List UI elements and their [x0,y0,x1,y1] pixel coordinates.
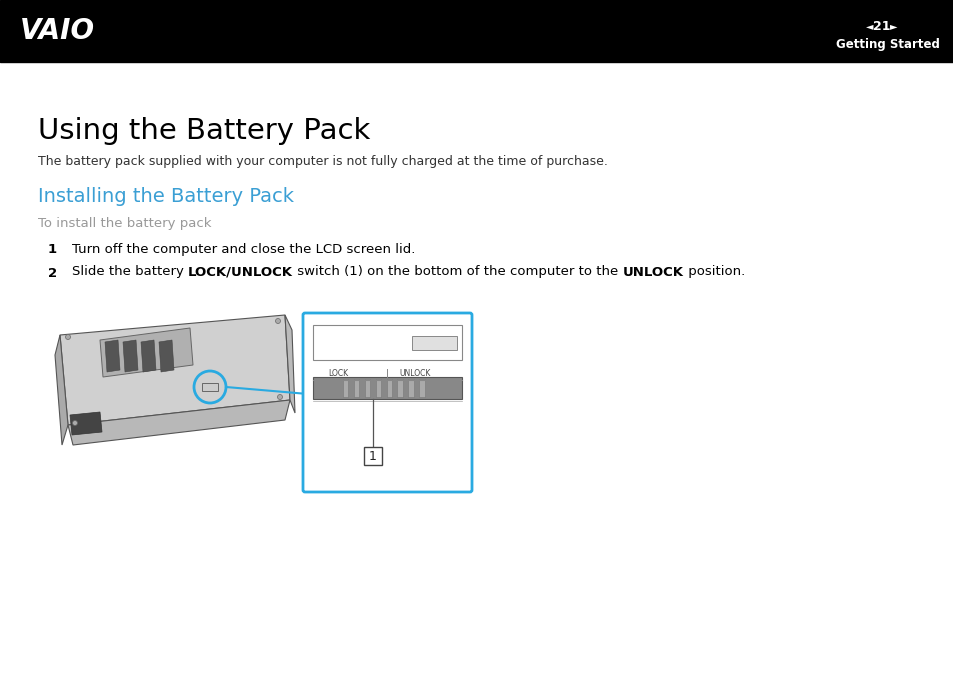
FancyBboxPatch shape [303,313,472,492]
Circle shape [275,319,280,324]
Text: To install the battery pack: To install the battery pack [38,217,212,230]
Bar [313,325,461,360]
Bar [364,379,370,397]
Polygon shape [68,400,290,445]
Text: ◄: ◄ [865,21,873,31]
Bar [342,379,348,397]
Text: 21: 21 [872,20,890,32]
Text: position.: position. [683,266,744,278]
Text: switch (1) on the bottom of the computer to the: switch (1) on the bottom of the computer… [293,266,622,278]
Text: LOCK: LOCK [328,369,348,379]
Bar [363,447,381,465]
Bar [408,379,414,397]
Bar [0,0,953,62]
Text: ►: ► [889,21,897,31]
Circle shape [66,334,71,340]
Text: Turn off the computer and close the LCD screen lid.: Turn off the computer and close the LCD … [71,243,415,256]
Text: UNLOCK: UNLOCK [622,266,683,278]
Bar [354,379,359,397]
Text: 1: 1 [48,243,57,256]
Bar [202,383,218,391]
Circle shape [72,421,77,425]
Bar [419,379,424,397]
Text: The battery pack supplied with your computer is not fully charged at the time of: The battery pack supplied with your comp… [38,155,607,168]
Text: Using the Battery Pack: Using the Battery Pack [38,117,370,145]
Polygon shape [105,340,120,372]
Polygon shape [55,335,68,445]
Text: VAIO: VAIO [20,17,95,45]
Text: 1: 1 [368,450,376,462]
Text: Getting Started: Getting Started [835,38,939,51]
Text: LOCK/UNLOCK: LOCK/UNLOCK [188,266,293,278]
Polygon shape [159,340,173,372]
Text: Slide the battery: Slide the battery [71,266,188,278]
Bar [397,379,402,397]
Text: UNLOCK: UNLOCK [399,369,431,379]
Polygon shape [100,328,193,377]
Text: 2: 2 [48,267,57,280]
Polygon shape [60,315,290,425]
Polygon shape [285,315,294,413]
Polygon shape [141,340,156,372]
Text: Installing the Battery Pack: Installing the Battery Pack [38,187,294,206]
Bar [412,336,456,350]
Bar [375,379,380,397]
Polygon shape [123,340,138,372]
Bar [313,377,461,399]
Circle shape [277,394,282,400]
Bar [386,379,392,397]
Polygon shape [70,412,102,435]
